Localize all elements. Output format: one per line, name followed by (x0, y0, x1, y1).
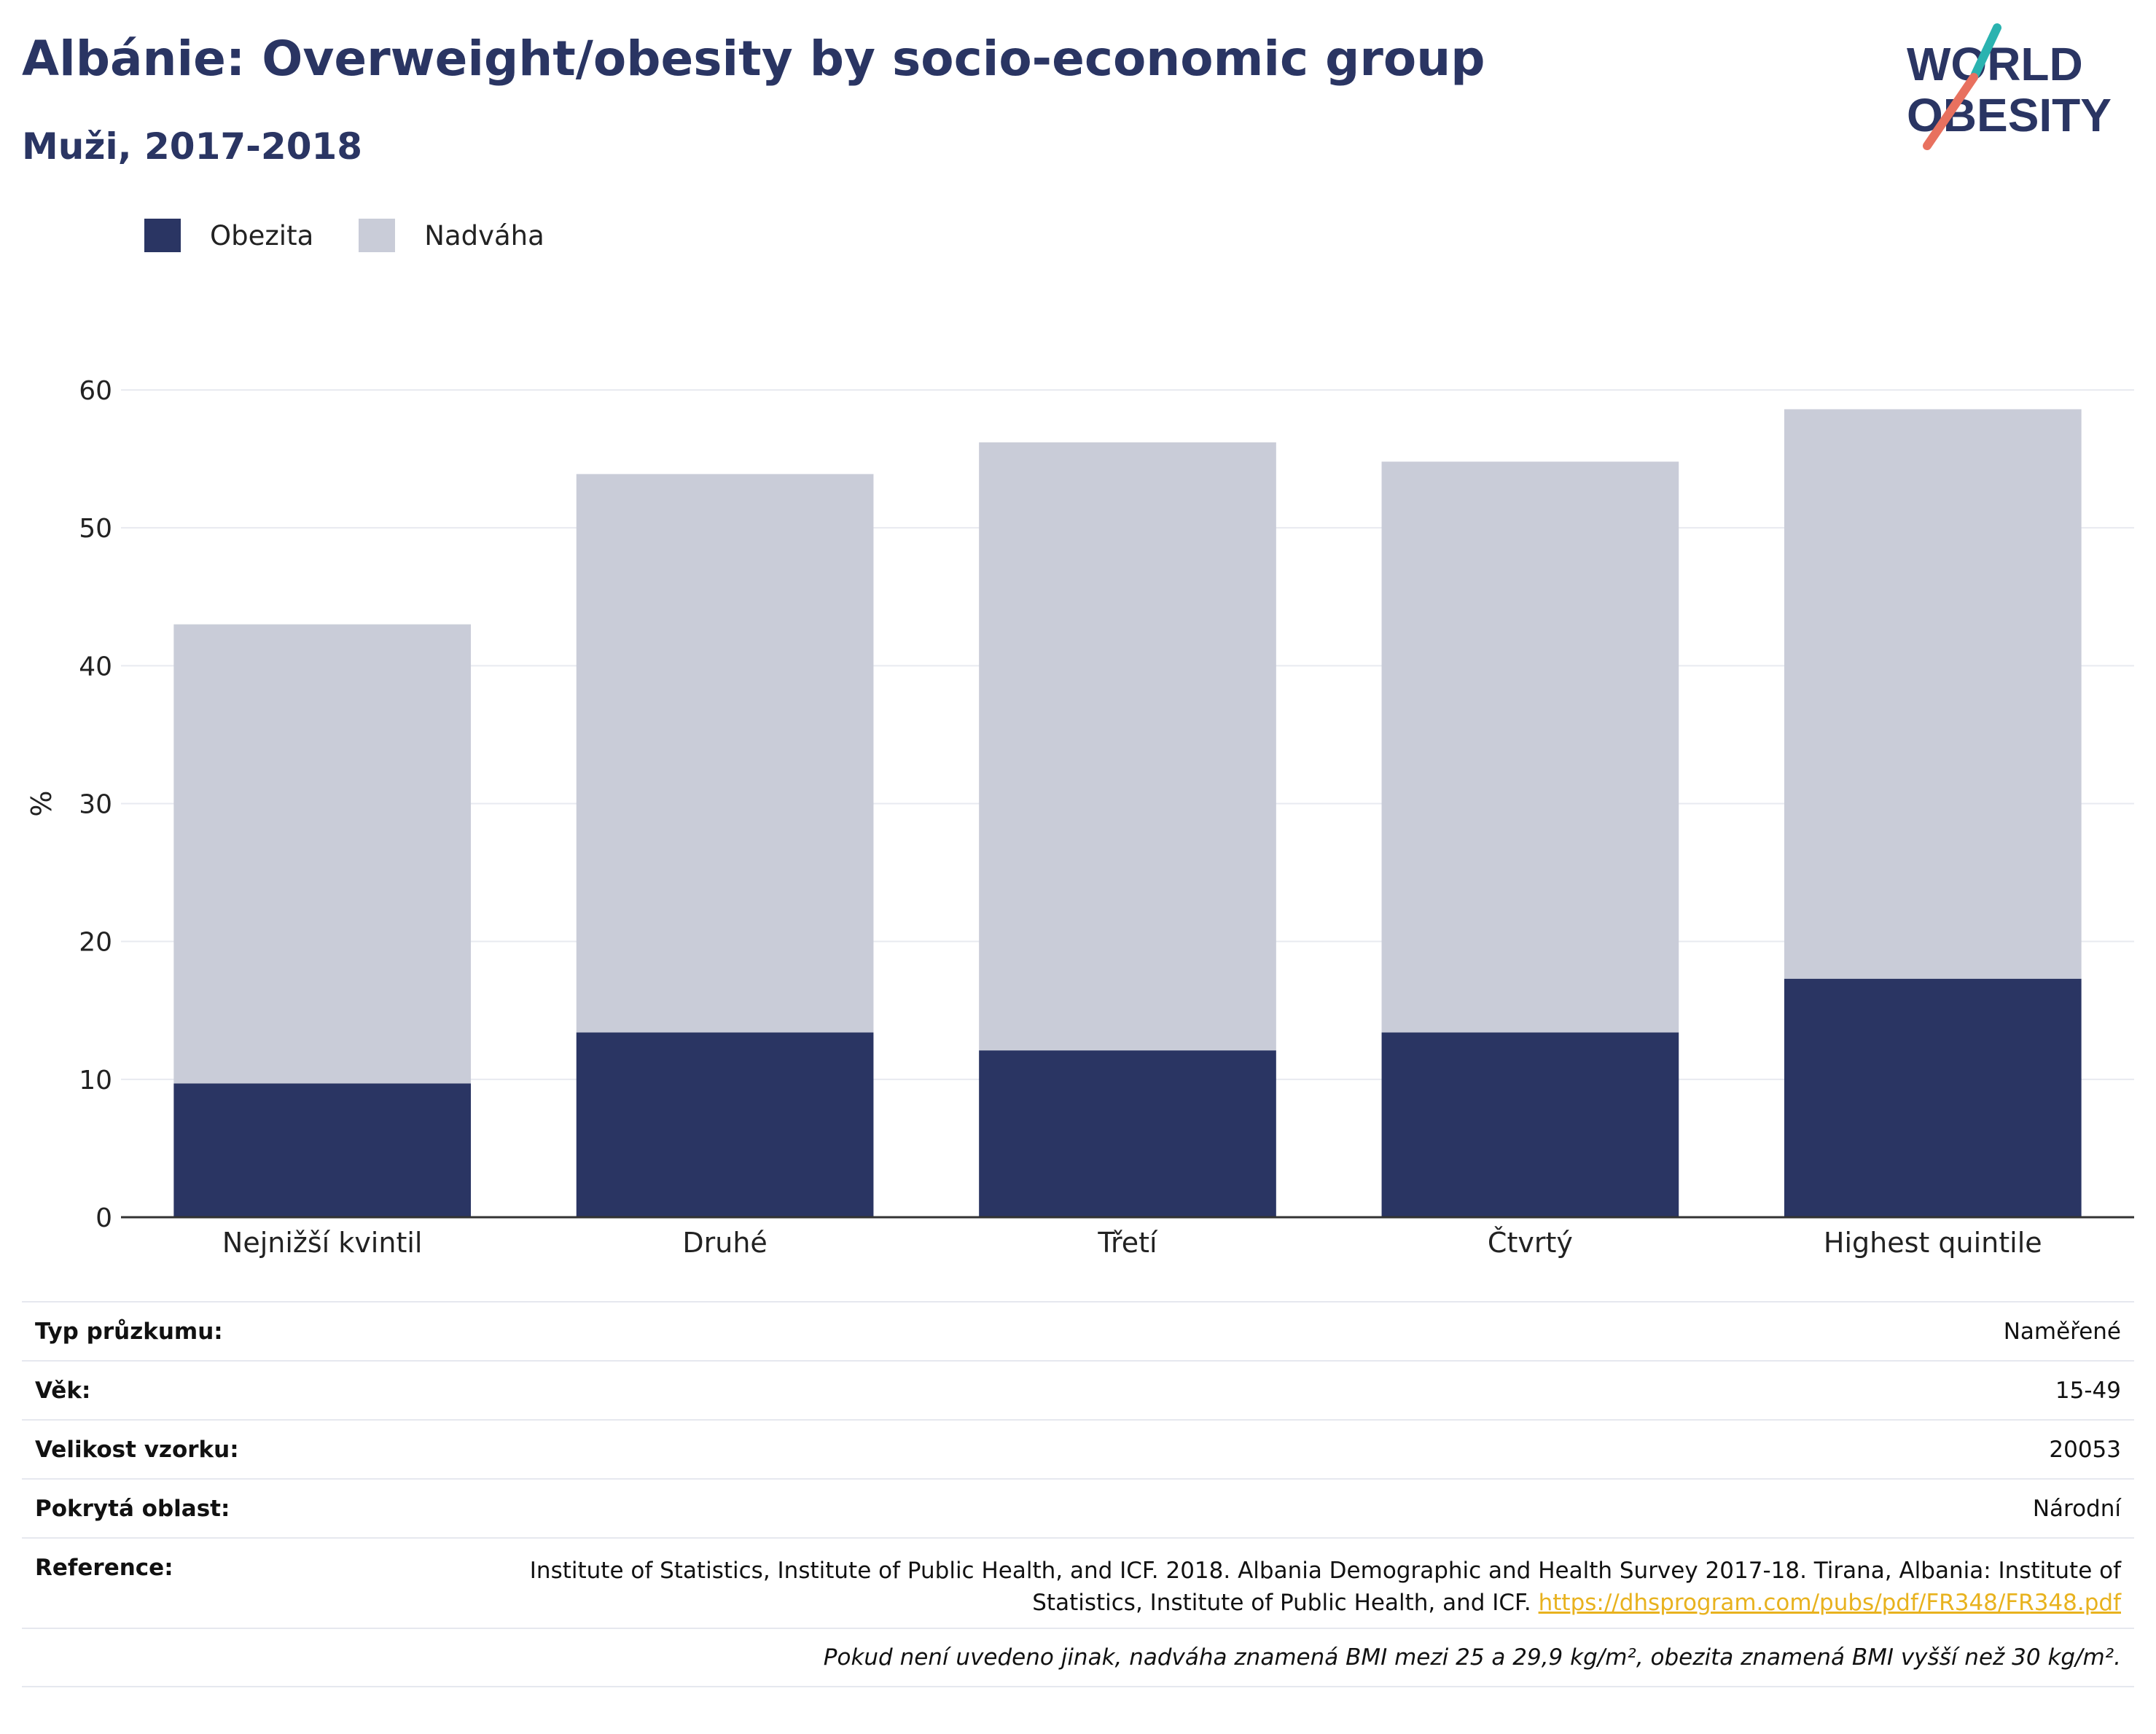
legend-item-obesity[interactable]: Obezita (144, 219, 313, 252)
info-row-age: Věk: 15-49 (22, 1360, 2134, 1419)
logo-slash-teal (1971, 23, 2001, 79)
y-tick-label: 0 (95, 1203, 112, 1233)
world-obesity-logo: WORLD OBESITY (1907, 23, 2112, 150)
info-table: Typ průzkumu: Naměřené Věk: 15-49 Veliko… (22, 1301, 2134, 1687)
reference-text: Institute of Statistics, Institute of Pu… (529, 1558, 2121, 1616)
info-row-sample-size: Velikost vzorku: 20053 (22, 1419, 2134, 1478)
y-tick-label: 20 (79, 928, 112, 958)
bar-overweight (576, 474, 874, 1033)
logo-text-world: WORLD (1907, 38, 2083, 90)
info-label: Pokrytá oblast: (35, 1495, 230, 1522)
info-row-reference: Reference: Institute of Statistics, Inst… (22, 1537, 2134, 1628)
legend-label-overweight: Nadváha (424, 219, 544, 251)
bar-overweight (979, 442, 1276, 1051)
bar-overweight (1784, 409, 2082, 979)
legend-swatch-overweight (359, 219, 396, 252)
bar-obesity (173, 1083, 472, 1217)
y-tick-label: 60 (79, 376, 112, 406)
bar-overweight (1381, 461, 1679, 1033)
bar-obesity (979, 1050, 1276, 1217)
bar-obesity (1381, 1032, 1679, 1217)
info-value: 15-49 (2055, 1377, 2121, 1404)
y-tick-label: 40 (79, 652, 112, 682)
bar-chart: 0 10 20 30 40 50 60% Nejnižší kvintil Druhé Třetí… (26, 376, 2134, 1259)
info-label: Věk: (35, 1377, 91, 1404)
reference-link[interactable]: https://dhsprogram.com/pubs/pdf/FR348/FR… (1538, 1590, 2121, 1616)
x-tick-label: Čtvrtý (1488, 1227, 1573, 1259)
bmi-definition-note: Pokud není uvedeno jinak, nadváha znamen… (823, 1644, 2121, 1671)
chart-title: Albánie: Overweight/obesity by socio-eco… (22, 31, 1485, 87)
info-label: Reference: (35, 1555, 173, 1581)
bar-obesity (576, 1032, 874, 1217)
y-tick-label: 50 (79, 514, 112, 544)
info-row-survey-type: Typ průzkumu: Naměřené (22, 1301, 2134, 1360)
info-value: 20053 (2049, 1436, 2121, 1463)
x-tick-label: Druhé (682, 1227, 767, 1259)
y-tick-label: 10 (79, 1066, 112, 1096)
info-label: Typ průzkumu: (35, 1318, 223, 1345)
info-value: Národní (2032, 1495, 2121, 1522)
info-label: Velikost vzorku: (35, 1436, 239, 1463)
chart-legend: Obezita Nadváha (144, 217, 590, 254)
reference-value: Institute of Statistics, Institute of Pu… (445, 1555, 2121, 1619)
info-row-area: Pokrytá oblast: Národní (22, 1478, 2134, 1537)
x-tick-label: Nejnižší kvintil (222, 1227, 423, 1259)
y-tick-label: 30 (79, 790, 112, 820)
bar-overweight (173, 624, 472, 1084)
y-axis-label: % (26, 790, 58, 816)
info-value: Naměřené (2003, 1318, 2121, 1345)
legend-swatch-obesity (144, 219, 181, 252)
info-row-note: Pokud není uvedeno jinak, nadváha znamen… (22, 1628, 2134, 1687)
x-tick-label: Highest quintile (1824, 1227, 2042, 1259)
x-tick-label: Třetí (1097, 1227, 1158, 1259)
bar-obesity (1784, 978, 2082, 1217)
chart-subtitle: Muži, 2017-2018 (22, 125, 363, 168)
logo-slash-coral (1923, 73, 1978, 150)
legend-item-overweight[interactable]: Nadváha (359, 219, 544, 252)
legend-label-obesity: Obezita (210, 219, 314, 251)
